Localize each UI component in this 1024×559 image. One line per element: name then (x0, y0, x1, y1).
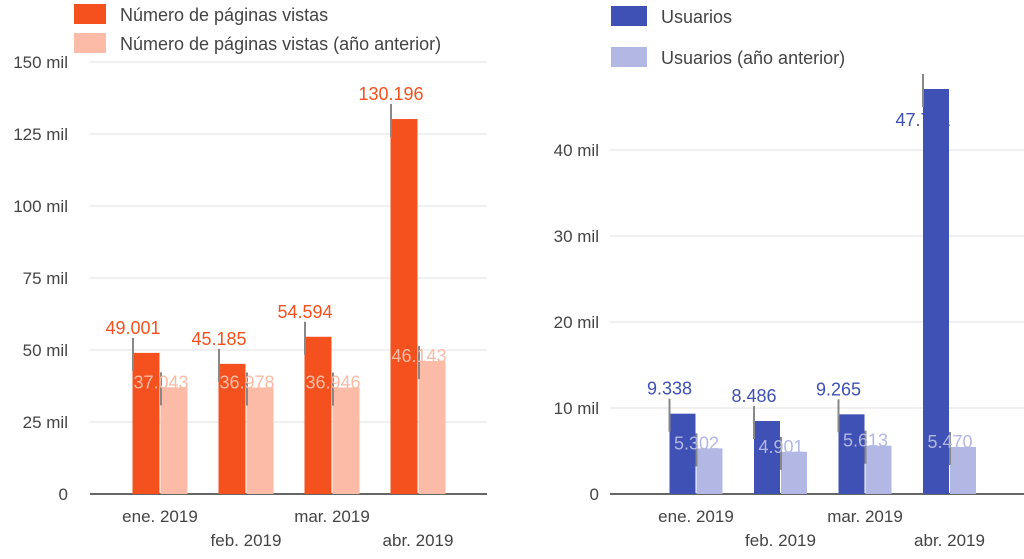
data-label: 47.761 (895, 110, 950, 130)
pageviews-chart-panel: 0 25 mil 50 mil 75 mil 100 mil 125 mil 150 mil… (0, 0, 500, 554)
bar-previous[interactable] (781, 451, 807, 494)
legend-label: Número de páginas vistas (año anterior) (120, 34, 441, 54)
users-chart-panel: 0 10 mil 20 mil 30 mil 40 mil 9.338 5.302 ene. … (520, 0, 1024, 554)
x-tick-label: feb. 2019 (211, 531, 282, 550)
x-tick-label: mar. 2019 (827, 507, 903, 526)
data-label: 5.302 (674, 433, 719, 453)
data-label: 54.594 (277, 302, 332, 322)
chart-svg: 0 25 mil 50 mil 75 mil 100 mil 125 mil 150 mil… (13, 4, 487, 550)
bar-previous[interactable] (418, 361, 446, 494)
y-tick-label: 40 mil (554, 141, 599, 160)
data-label: 46.143 (391, 346, 446, 366)
bar-previous[interactable] (332, 387, 360, 494)
y-tick-label: 30 mil (554, 227, 599, 246)
legend-swatch (611, 6, 647, 26)
bar-current[interactable] (390, 119, 418, 494)
x-tick-label: mar. 2019 (294, 507, 370, 526)
y-tick-label: 10 mil (554, 399, 599, 418)
y-tick-label: 150 mil (13, 53, 68, 72)
bar-current[interactable] (304, 336, 332, 494)
x-tick-label: ene. 2019 (122, 507, 198, 526)
data-label: 45.185 (191, 329, 246, 349)
chart-svg: 0 10 mil 20 mil 30 mil 40 mil 9.338 5.302 ene. … (554, 6, 1024, 550)
y-tick-label: 0 (59, 485, 68, 504)
y-tick-label: 20 mil (554, 313, 599, 332)
x-tick-label: feb. 2019 (745, 531, 816, 550)
bar-previous[interactable] (160, 387, 188, 494)
x-tick-label: abr. 2019 (914, 531, 985, 550)
bar-previous[interactable] (865, 445, 892, 494)
data-label: 36.946 (305, 373, 360, 393)
bar-previous[interactable] (950, 446, 976, 494)
legend-swatch (611, 47, 647, 67)
data-label: 9.265 (816, 379, 861, 399)
data-label: 49.001 (105, 318, 160, 338)
x-tick-label: abr. 2019 (383, 531, 454, 550)
bar-previous[interactable] (696, 448, 723, 494)
y-tick-label: 75 mil (23, 269, 68, 288)
data-label: 9.338 (647, 379, 692, 399)
data-label: 8.486 (731, 386, 776, 406)
legend-label: Usuarios (año anterior) (661, 48, 845, 68)
legend-swatch (74, 33, 106, 53)
bar-previous[interactable] (246, 387, 274, 494)
legend-swatch (74, 4, 106, 24)
legend-label: Número de páginas vistas (120, 5, 328, 25)
data-label: 4.901 (758, 437, 803, 457)
y-tick-label: 25 mil (23, 413, 68, 432)
bar-current[interactable] (218, 363, 246, 494)
y-tick-label: 0 (590, 485, 599, 504)
bar-current[interactable] (754, 421, 780, 494)
legend-label: Usuarios (661, 7, 732, 27)
bar-current[interactable] (669, 413, 696, 494)
bar-current[interactable] (132, 352, 160, 494)
bar-current[interactable] (923, 89, 949, 494)
x-tick-label: ene. 2019 (658, 507, 734, 526)
bar-current[interactable] (838, 414, 865, 494)
data-label: 5.470 (927, 432, 972, 452)
y-tick-label: 50 mil (23, 341, 68, 360)
data-label: 5.613 (843, 431, 888, 451)
data-label: 130.196 (358, 84, 423, 104)
y-tick-label: 100 mil (13, 197, 68, 216)
y-tick-label: 125 mil (13, 125, 68, 144)
data-label: 37.043 (133, 372, 188, 392)
data-label: 36.978 (219, 373, 274, 393)
